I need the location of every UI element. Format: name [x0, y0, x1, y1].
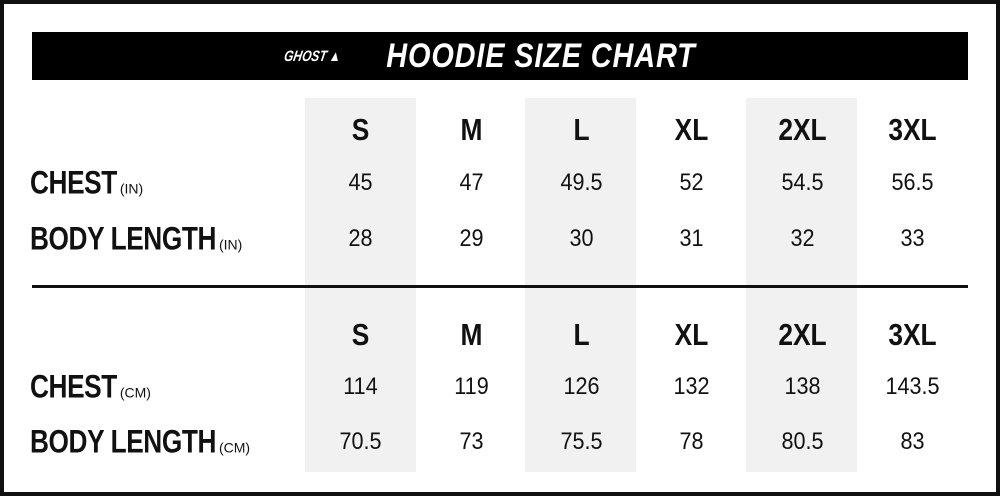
table-cell: 83	[900, 428, 925, 455]
size-header-l: L	[573, 112, 590, 147]
page-title: HOODIE SIZE CHART	[385, 36, 696, 75]
size-header-xl: XL	[674, 317, 709, 352]
size-header-l: L	[573, 317, 590, 352]
section-divider	[32, 285, 968, 288]
ghost-icon: ▲	[328, 47, 343, 65]
table-cell: 47	[459, 169, 484, 196]
size-header-s: S	[351, 317, 370, 352]
table-cell: 78	[679, 428, 704, 455]
table-cell: 28	[348, 225, 373, 252]
table-cell: 119	[454, 373, 489, 400]
table-cell: 143.5	[885, 373, 940, 400]
row-label-text: CHEST	[30, 368, 117, 405]
table-cell: 56.5	[891, 169, 934, 196]
row-label-text: BODY LENGTH	[30, 220, 216, 257]
table-cell: 33	[900, 225, 925, 252]
row-label: BODY LENGTH (CM)	[30, 424, 250, 461]
size-header-s: S	[351, 112, 370, 147]
table-cell: 70.5	[339, 428, 382, 455]
table-cell: 45	[348, 169, 373, 196]
table-cell: 54.5	[781, 169, 824, 196]
size-header-m: M	[460, 112, 483, 147]
row-unit: (CM)	[218, 439, 251, 456]
table-cell: 52	[679, 169, 704, 196]
row-label: CHEST (IN)	[30, 165, 143, 202]
table-cell: 75.5	[560, 428, 603, 455]
table-cell: 80.5	[781, 428, 824, 455]
size-header-2xl: 2XL	[778, 317, 827, 352]
table-cell: 49.5	[560, 169, 603, 196]
row-label-text: CHEST	[30, 164, 117, 201]
table-cell: 126	[563, 373, 600, 400]
table-cell: 29	[459, 225, 484, 252]
size-header-3xl: 3XL	[888, 112, 937, 147]
row-label: BODY LENGTH (IN)	[30, 221, 242, 258]
size-header-xl: XL	[674, 112, 709, 147]
row-label: CHEST (CM)	[30, 369, 151, 406]
row-label-text: BODY LENGTH	[30, 423, 216, 460]
size-header-3xl: 3XL	[888, 317, 937, 352]
table-cell: 32	[790, 225, 815, 252]
table-cell: 114	[343, 373, 378, 400]
row-unit: (IN)	[119, 180, 144, 197]
row-unit: (CM)	[119, 384, 151, 401]
size-header-m: M	[460, 317, 483, 352]
ghost-logo: GHOST ▲	[283, 47, 343, 65]
table-cell: 30	[569, 225, 594, 252]
row-unit: (IN)	[218, 236, 243, 253]
table-cell: 73	[459, 428, 484, 455]
table-cell: 138	[784, 373, 821, 400]
size-header-2xl: 2XL	[778, 112, 827, 147]
table-cell: 31	[679, 225, 704, 252]
table-cell: 132	[673, 373, 710, 400]
title-bar: GHOST ▲ HOODIE SIZE CHART	[32, 32, 968, 80]
